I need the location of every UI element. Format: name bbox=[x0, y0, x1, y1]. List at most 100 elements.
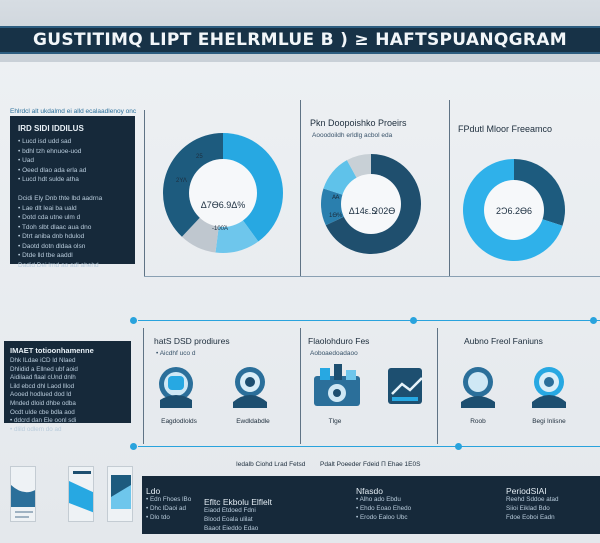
mid-caption-left: Iedalb Ciohd Lrad Fetsd bbox=[236, 461, 306, 468]
section2-panel-line: Lild ebcd dhl Laod lllod bbox=[10, 382, 75, 390]
section1-panel-line: • Dtde lld tbe aaddl bbox=[18, 252, 73, 259]
donut-chart-3 bbox=[463, 159, 565, 261]
footer-col-4-lines: Reehd Sddoe atad Siioi Eiklad Bdo Fdoe Eob… bbox=[506, 496, 559, 522]
page-title: GUSTITIMQ LIPT EHELRMLUE B ) ≥ HAFTSPUAN… bbox=[33, 30, 567, 50]
section2-panel-line: Dhlidid a Ellned ubf aoid bbox=[10, 365, 78, 373]
section2-panel-line: Aidilaad flaal cUnd dnlh bbox=[10, 374, 76, 382]
section1-panel-line: • Dotd cda utne ulm d bbox=[18, 214, 81, 221]
footer-col-2-line: Baaot Eieddo Edao bbox=[204, 524, 259, 532]
timeline-dot-5 bbox=[455, 443, 462, 450]
divider-6 bbox=[437, 328, 438, 444]
section1-panel-line: • Lucd isd udd sad bbox=[18, 138, 72, 145]
section1-info-panel: IRD SIDI IDDILUS • Lucd isd udd sad • bdh… bbox=[10, 116, 135, 269]
donut-3-center-label: 2Ɔ6.2Ѳ6 bbox=[495, 206, 533, 216]
title-bar bbox=[0, 26, 600, 54]
donut-3-title: FPdutl Mloor Freeamco bbox=[458, 124, 553, 134]
footer-col-2-lines: Eiaod Etdoed Fdni Blood Eoala ulilat Baaot… bbox=[204, 507, 272, 533]
section1-panel-line: • Daotd dotn dldaa olsn bbox=[18, 242, 86, 250]
section2-panel-heading: IMAET totioonhamenne bbox=[10, 346, 94, 355]
section1-caption: Ehlrdcl alt ukdalmd ei alld ecalaadlenoy… bbox=[10, 108, 137, 115]
section1-panel-line: • Uad bbox=[18, 157, 35, 164]
person-icon bbox=[461, 367, 495, 408]
section2-timeline bbox=[138, 320, 600, 321]
timeline-dot-1 bbox=[130, 317, 137, 324]
divider-2 bbox=[300, 100, 301, 276]
timeline-dot-4 bbox=[130, 443, 137, 450]
donut-1-hole bbox=[189, 159, 257, 227]
footer-col-1-line: • Edn Fhoes lBo bbox=[146, 496, 192, 503]
section1-panel-line: • Dtrt aniba dnb hdulod bbox=[18, 233, 85, 240]
col3-title: Aubno Freol Faniuns bbox=[464, 336, 543, 346]
donut-2-subtitle: Aooodoildh erldlg acbol eda bbox=[312, 132, 393, 139]
footer-col-1-lines: • Edn Fhoes lBo • Dhc lDaoi ad • Dlo tdo bbox=[146, 496, 191, 522]
timeline-dot-3 bbox=[590, 317, 597, 324]
section1-panel-line: Dcidi Ely Dnb thte lbd aadrna bbox=[18, 195, 103, 202]
mid-caption-right: Pdalt Poeeder Fdeid Π Ehae 1E0S bbox=[320, 461, 421, 468]
donut-3-hole bbox=[484, 180, 544, 240]
footer-col-3-line: • Alho ado Ebdu bbox=[356, 496, 401, 503]
section1-panel-line: Dadid Dei lrnd ao adl ahehd bbox=[18, 261, 99, 269]
donut-1-seg-label-1: 25 bbox=[196, 154, 203, 160]
headset-icon bbox=[159, 367, 193, 408]
section1-panel-lines: • Lucd isd udd sad • bdhl tzh ehnuoe-uod •… bbox=[18, 137, 127, 270]
donut-2-title: Pkn Doopoishko Proeirs bbox=[310, 118, 407, 128]
footer-col-1-line: • Dlo tdo bbox=[146, 513, 170, 521]
donut-2-center-label: Δ14ε.Ջ02Ѳ bbox=[348, 206, 396, 216]
divider-3 bbox=[449, 100, 450, 276]
section1-baseline bbox=[144, 276, 600, 277]
footer-col-2-head: Efltc Ekbolu Elflelt bbox=[204, 497, 273, 507]
footer-col-2-line: Blood Eoala ulilat bbox=[204, 515, 253, 523]
section1-panel-line: • Lae dlt leai ba uald bbox=[18, 204, 77, 212]
donut-2-seg-label-1: Ꜳ bbox=[332, 195, 340, 201]
thumbnail-2 bbox=[68, 466, 94, 522]
divider-1 bbox=[144, 110, 145, 276]
divider-4 bbox=[143, 328, 144, 444]
section2-panel-line: • dlild odlem do ad bbox=[10, 425, 62, 433]
footer-col-4-line: Fdoe Eoboi Eadn bbox=[506, 513, 555, 521]
footer-col-4: PeriodSIAI Reehd Sddoe atad Siioi Eiklad … bbox=[506, 486, 559, 522]
col2-icon1-label: Tlge bbox=[328, 418, 342, 425]
donut-1-seg-label-3: -100Ὰ bbox=[212, 226, 229, 232]
donut-chart-1 bbox=[162, 133, 284, 253]
timeline-dot-2 bbox=[410, 317, 417, 324]
machinery-icon bbox=[314, 364, 360, 406]
col3-icon1-label: Roob bbox=[470, 418, 486, 425]
footer-col-3: Nfasdo • Alho ado Ebdu • Ehdo Eoao Ehedo •… bbox=[356, 486, 411, 522]
col2-subtitle: Aoboaedoadaoo bbox=[310, 350, 358, 357]
user-support-icon bbox=[233, 367, 267, 408]
footer-col-4-head: PeriodSIAI bbox=[506, 486, 547, 496]
section2-panel-line: Mnded dloid dhbe odba bbox=[10, 399, 76, 407]
footer-col-2-line: Eiaod Etdoed Fdni bbox=[204, 507, 256, 514]
donut-2-seg-label-2: 1Ѳ% bbox=[329, 213, 343, 219]
section2-panel-lines: Dhk lLdae iCD ld Nlaed Dhlidid a Ellned u… bbox=[10, 357, 125, 434]
donut-1-center-label: Δ7Ѳ6.9Δ% bbox=[200, 200, 246, 210]
footer-col-1-line: • Dhc lDaoi ad bbox=[146, 504, 187, 512]
section2-panel-line: Ocdt ulde cbe bdla aod bbox=[10, 408, 75, 416]
footer-col-3-lines: • Alho ado Ebdu • Ehdo Eoao Ehedo • Erodo … bbox=[356, 496, 411, 522]
footer-col-3-head: Nfasdo bbox=[356, 486, 383, 496]
donut-2-hole bbox=[341, 174, 401, 234]
col3-icon2-label: Begi Inlisne bbox=[532, 418, 566, 425]
thumbnail-3 bbox=[107, 466, 133, 522]
section1-panel-heading: IRD SIDI IDDILUS bbox=[18, 124, 84, 133]
footer-col-4-line: Siioi Eiklad Bdo bbox=[506, 504, 550, 512]
footer-col-3-line: • Erodo Ealoo Ubc bbox=[356, 513, 408, 521]
col1-icon2-label: Ewdldabdle bbox=[236, 418, 270, 425]
col2-title: Flaolohduro Fes bbox=[308, 336, 370, 346]
divider-5 bbox=[300, 328, 301, 444]
thumbnail-1 bbox=[10, 466, 36, 522]
section1-panel-line: • Oeed dlao ada erla ad bbox=[18, 166, 87, 174]
section1-panel-line: • Tdoh slbt dlaac aua dno bbox=[18, 223, 92, 231]
footer-col-3-line: • Ehdo Eoao Ehedo bbox=[356, 504, 412, 512]
footer-col-2: Efltc Ekbolu Elflelt Eiaod Etdoed Fdni Bl… bbox=[204, 497, 272, 533]
footer-col-4-line: Reehd Sddoe atad bbox=[506, 496, 559, 503]
section2-panel-line: • ddcrd dan Ele oonl sdi bbox=[10, 417, 77, 425]
donut-1-seg-label-2: 2ΥΛ bbox=[176, 178, 187, 184]
section2-panel-line: Dhk lLdae iCD ld Nlaed bbox=[10, 357, 76, 364]
col1-icon1-label: Eagdodlolds bbox=[161, 418, 197, 425]
section1-panel-line: • bdhl tzh ehnuoe-uod bbox=[18, 147, 82, 155]
footer-col-1-head: Ldo bbox=[146, 486, 161, 496]
section1-panel-line bbox=[18, 185, 127, 195]
dashboard-icon bbox=[388, 368, 423, 404]
team-icon bbox=[532, 367, 566, 408]
